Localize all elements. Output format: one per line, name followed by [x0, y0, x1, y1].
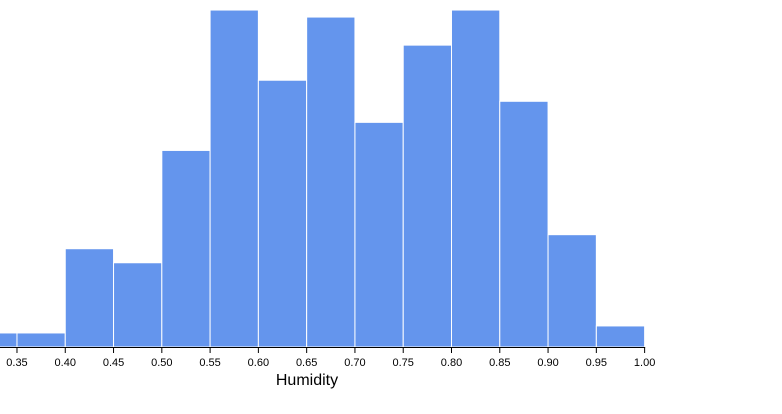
histogram-bar-9: [402, 44, 452, 348]
x-tick-label-8: 0.75: [393, 357, 414, 369]
histogram-bar-11: [499, 100, 549, 348]
histogram-bar-10: [451, 9, 501, 348]
histogram-bar-12: [547, 234, 597, 348]
x-tick-label-13: 1.00: [634, 357, 655, 369]
x-tick-label-3: 0.50: [151, 357, 172, 369]
histogram-bar-4: [161, 149, 211, 348]
histogram-bar-6: [257, 79, 308, 348]
x-tick-label-11: 0.90: [537, 357, 558, 369]
bars-group: [0, 9, 646, 348]
histogram-bar-0: [0, 332, 18, 348]
histogram-bar-13: [595, 325, 646, 348]
x-tick-label-6: 0.65: [296, 357, 317, 369]
x-axis-title: Humidity: [276, 372, 338, 389]
x-tick-label-9: 0.80: [441, 357, 462, 369]
x-tick-label-12: 0.95: [586, 357, 607, 369]
histogram-bar-3: [113, 262, 163, 348]
histogram-bar-1: [16, 332, 66, 348]
histogram-bar-8: [354, 121, 404, 348]
x-tick-label-1: 0.40: [55, 357, 76, 369]
histogram-bar-2: [64, 248, 115, 348]
x-tick-label-2: 0.45: [103, 357, 124, 369]
histogram-bar-5: [209, 9, 259, 348]
x-axis: 0.35 0.40 0.45 0.50 0.55 0.60 0.65 0.70 0.75 0.80…: [0, 347, 655, 369]
x-tick-label-5: 0.60: [248, 357, 269, 369]
histogram-bar-7: [306, 16, 356, 348]
x-tick-label-4: 0.55: [199, 357, 220, 369]
x-tick-label-10: 0.85: [489, 357, 510, 369]
x-tick-label-0: 0.35: [6, 357, 27, 369]
x-tick-label-7: 0.70: [344, 357, 365, 369]
